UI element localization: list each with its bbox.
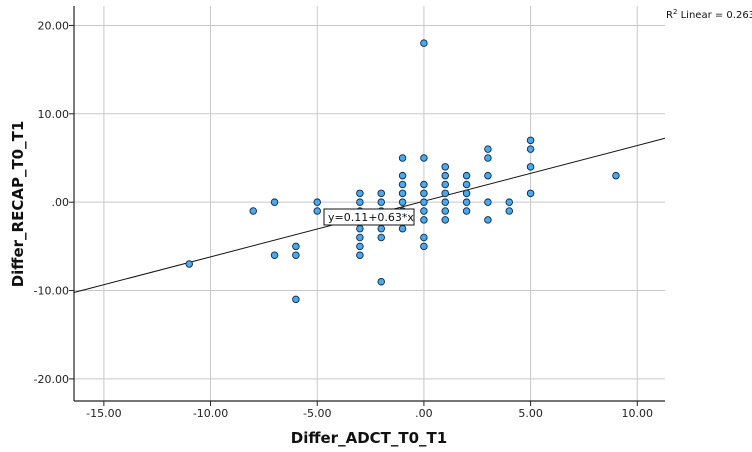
x-tick-label: 10.00 — [622, 407, 654, 420]
r2-label: R2 Linear = 0.263 — [666, 8, 752, 21]
r2-prefix: R — [666, 10, 673, 21]
data-point — [441, 189, 449, 198]
data-point — [270, 251, 279, 259]
data-point — [526, 163, 535, 171]
data-point — [484, 171, 492, 180]
data-point — [526, 145, 535, 153]
data-point — [356, 251, 364, 259]
data-point — [462, 180, 471, 189]
data-point — [441, 198, 449, 206]
data-point — [441, 216, 449, 224]
data-point — [420, 198, 428, 206]
data-point — [313, 198, 321, 206]
data-point — [356, 242, 364, 251]
x-tick-label: -15.00 — [86, 407, 121, 420]
data-point — [377, 198, 385, 206]
y-tick-label: 20.00 — [38, 19, 70, 32]
y-tick-label: -10.00 — [34, 285, 69, 298]
data-point — [377, 277, 385, 286]
y-axis-title: Differ_RECAP_T0_T1 — [9, 121, 27, 288]
data-point — [420, 233, 428, 242]
data-point — [398, 189, 407, 198]
data-point — [398, 198, 407, 206]
data-point — [398, 171, 407, 180]
data-point — [484, 198, 492, 206]
data-point — [462, 171, 471, 180]
data-point — [420, 154, 428, 162]
data-point — [484, 154, 492, 162]
data-point — [270, 198, 279, 206]
data-point — [313, 207, 321, 215]
equation-text: y=0.11+0.63*x — [328, 211, 414, 224]
data-point — [292, 242, 300, 251]
data-point — [462, 207, 471, 215]
data-point — [292, 295, 300, 304]
data-point — [462, 198, 471, 206]
y-tick-label: -20.00 — [34, 373, 69, 386]
data-point — [505, 207, 513, 215]
x-tick-label: 5.00 — [518, 407, 543, 420]
data-point — [398, 154, 407, 162]
data-point — [377, 189, 385, 198]
data-point — [462, 189, 471, 198]
data-point — [484, 216, 492, 224]
data-point — [420, 39, 428, 47]
data-point — [505, 198, 513, 206]
data-point — [526, 189, 535, 198]
grid-lines — [74, 6, 665, 401]
data-point — [398, 224, 407, 233]
data-point — [420, 242, 428, 251]
y-tick-label: .00 — [52, 196, 70, 209]
data-point — [420, 207, 428, 215]
x-tick-label: .00 — [415, 407, 433, 420]
x-tick-label: -5.00 — [303, 407, 331, 420]
equation-label: y=0.11+0.63*x — [323, 208, 415, 226]
data-point — [420, 180, 428, 189]
data-point — [292, 251, 300, 259]
r2-superscript: 2 — [673, 8, 677, 16]
data-point — [441, 207, 449, 215]
data-point — [441, 171, 449, 180]
axes — [73, 6, 665, 402]
x-tick-label: -10.00 — [193, 407, 228, 420]
data-point — [356, 233, 364, 242]
data-point — [185, 260, 193, 268]
data-point — [441, 180, 449, 189]
data-point — [377, 224, 385, 233]
tick-labels: -15.00 -10.00 -5.00 .00 5.00 10.00 -20.00 -10.0… — [34, 19, 653, 420]
data-point — [356, 198, 364, 206]
equation-box — [323, 208, 415, 226]
data-point — [377, 233, 385, 242]
data-point — [526, 136, 535, 145]
data-point — [356, 224, 364, 233]
data-point — [249, 207, 257, 215]
y-tick-label: 10.00 — [38, 108, 70, 121]
data-points — [185, 39, 620, 304]
data-point — [420, 189, 428, 198]
data-point — [612, 171, 620, 180]
data-point — [356, 189, 364, 198]
r2-rest: Linear = 0.263 — [677, 10, 752, 21]
data-point — [420, 216, 428, 224]
x-axis-title: Differ_ADCT_T0_T1 — [291, 429, 447, 447]
data-point — [398, 180, 407, 189]
data-point — [484, 145, 492, 153]
data-point — [441, 163, 449, 171]
